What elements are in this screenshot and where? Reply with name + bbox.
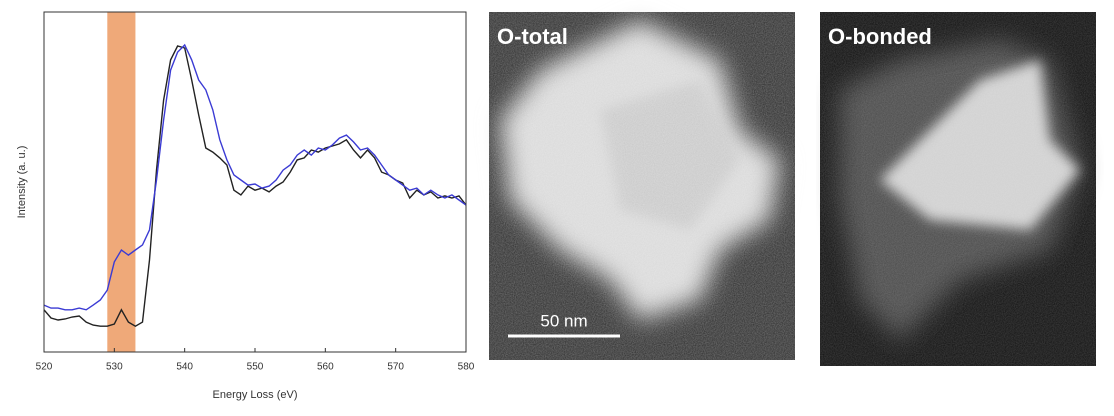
x-tick-label: 540 (176, 362, 193, 373)
scale-bar-label: 50 nm (540, 311, 587, 330)
x-tick-label: 580 (458, 362, 475, 373)
x-tick-label: 530 (106, 362, 123, 373)
highlight-band (107, 12, 135, 352)
image-o-total: O-total 50 nm (489, 12, 795, 360)
image-o-bonded: O-bonded (820, 12, 1096, 366)
x-tick-label: 570 (387, 362, 404, 373)
figure: O-total 50 nm O-bonded Energy Loss (eV) … (0, 0, 1114, 411)
x-tick-label: 550 (247, 362, 264, 373)
x-tick-label: 560 (317, 362, 334, 373)
x-axis-label: Energy Loss (eV) (213, 389, 298, 401)
y-axis-label: Intensity (a. u.) (16, 146, 28, 219)
x-tick-label: 520 (36, 362, 53, 373)
image-label: O-bonded (828, 24, 932, 49)
image-label: O-total (497, 24, 568, 49)
